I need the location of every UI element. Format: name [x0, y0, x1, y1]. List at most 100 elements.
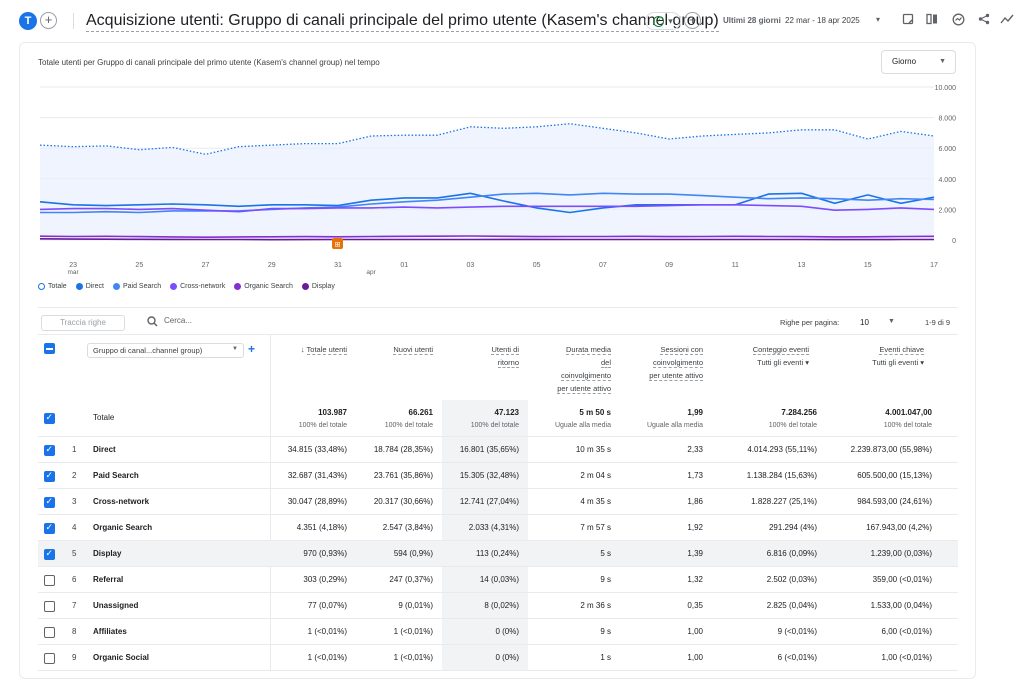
insights-icon[interactable] [951, 13, 965, 27]
user-avatar[interactable]: T [19, 12, 37, 30]
data-quality-status[interactable]: ✓ ▾ [645, 12, 681, 30]
legend-item[interactable]: Totale [38, 283, 67, 290]
cell-key: 167.943,00 (4,2%) [866, 523, 932, 532]
dimension-select[interactable]: Gruppo di canal...channel group) ▼ [87, 343, 244, 358]
row-channel-name: Referral [93, 575, 124, 584]
annotation-badge: ⊞ [335, 242, 341, 249]
row-checkbox[interactable] [44, 653, 55, 664]
x-tick-label: 01 [400, 262, 408, 269]
header-returning-users[interactable]: Utenti di ritorno [491, 343, 519, 369]
total-returning: 47.123 [494, 408, 519, 417]
divider [38, 307, 958, 308]
cell-nu: 9 (0,01%) [398, 601, 433, 610]
cell-ses: 1,92 [687, 523, 703, 532]
header-avg-engagement[interactable]: Durata media del coinvolgimento per uten… [557, 343, 611, 395]
series-line-paid-search [40, 192, 935, 214]
chart-title: Totale utenti per Gruppo di canali princ… [38, 58, 380, 67]
row-index: 1 [72, 445, 77, 454]
y-tick-label: 8.000 [938, 116, 956, 123]
table-row[interactable]: 7 Unassigned 77 (0,07%) 9 (0,01%) 8 (0,02%) 2… [38, 592, 958, 618]
x-tick-label: 13 [798, 262, 806, 269]
legend-dot-icon [234, 283, 242, 290]
table-row[interactable]: 5 Display 970 (0,93%) 594 (0,9%) 113 (0,24%)… [38, 540, 958, 566]
cell-ret: 15.305 (32,48%) [459, 471, 519, 480]
row-checkbox[interactable] [44, 601, 55, 612]
header-total-users[interactable]: ↓ Totale utenti [300, 345, 347, 355]
report-header: T + Acquisizione utenti: Gruppo di canal… [0, 0, 1024, 42]
row-checkbox[interactable] [44, 575, 55, 586]
row-index: 6 [72, 575, 77, 584]
total-subtext: 100% del totale [384, 422, 433, 429]
page-title[interactable]: Acquisizione utenti: Gruppo di canali pr… [86, 11, 719, 32]
header-new-users[interactable]: Nuovi utenti [393, 343, 433, 356]
chevron-down-icon[interactable]: ▾ [805, 358, 809, 367]
share-icon[interactable] [977, 13, 991, 27]
search-icon [147, 316, 158, 330]
track-rows-button[interactable]: Traccia righe [41, 315, 125, 331]
header-engaged-sessions[interactable]: Sessioni con coinvolgimento per utente a… [649, 343, 703, 382]
totals-checkbox[interactable] [44, 412, 55, 424]
header-label-line: Utenti di [491, 345, 519, 355]
legend-item[interactable]: Paid Search [112, 283, 161, 290]
table-row[interactable]: 6 Referral 303 (0,29%) 247 (0,37%) 14 (0,03%… [38, 566, 958, 592]
cell-key: 605.500,00 (15,13%) [857, 471, 932, 480]
legend-item[interactable]: Cross-network [170, 283, 225, 290]
header-key-events[interactable]: Eventi chiave Tutti gli eventi ▾ [872, 343, 924, 369]
header-label-line: del [600, 358, 611, 368]
granularity-select[interactable]: Giorno ▼ [881, 50, 956, 74]
table-row[interactable]: 2 Paid Search 32.687 (31,43%) 23.761 (35,86… [38, 462, 958, 488]
trend-icon[interactable] [1000, 13, 1014, 27]
cell-nu: 2.547 (3,84%) [382, 523, 433, 532]
row-checkbox[interactable] [44, 496, 55, 508]
compare-icon[interactable] [925, 13, 939, 27]
row-checkbox[interactable] [44, 548, 55, 560]
divider [38, 334, 958, 335]
total-key-events: 4.001.047,00 [885, 408, 932, 417]
add-comparison-button[interactable]: + [40, 12, 57, 29]
legend-label: Totale [48, 283, 67, 290]
annotation-marker[interactable]: ⊞ [332, 238, 343, 249]
chevron-down-icon[interactable]: ▾ [920, 358, 924, 367]
cell-ret: 16.801 (35,65%) [459, 445, 519, 454]
row-channel-name: Unassigned [93, 601, 139, 610]
pagination-status: 1-9 di 9 [925, 318, 951, 327]
header-filter-label[interactable]: Tutti gli eventi [757, 358, 804, 367]
cell-eng: 5 s [600, 549, 611, 558]
date-range-label[interactable]: Ultimi 28 giorni [723, 16, 781, 25]
cell-ret: 8 (0,02%) [484, 601, 519, 610]
header-event-count[interactable]: Conteggio eventi Tutti gli eventi ▾ [752, 343, 809, 369]
total-sessions: 1,99 [687, 408, 703, 417]
rows-per-page-select[interactable]: 10 [860, 318, 869, 327]
date-range-dropdown-icon[interactable]: ▾ [876, 15, 881, 24]
row-channel-name: Display [93, 549, 122, 558]
legend-item[interactable]: Organic Search [234, 283, 293, 290]
row-checkbox[interactable] [44, 470, 55, 482]
search-input[interactable]: Cerca... [164, 316, 193, 325]
header-label-line: per utente attivo [649, 371, 703, 381]
highlighted-column [442, 400, 528, 670]
add-dimension-button[interactable]: + [248, 342, 256, 356]
table-row[interactable]: 8 Affiliates 1 (<0,01%) 1 (<0,01%) 0 (0%) 9 s… [38, 618, 958, 644]
table-row[interactable]: 9 Organic Social 1 (<0,01%) 1 (<0,01%) 0 (0%… [38, 644, 958, 670]
edit-report-icon[interactable] [901, 13, 915, 27]
x-tick-label: 29 [268, 262, 276, 269]
x-tick-label: 23 [69, 262, 77, 269]
table-row[interactable]: 4 Organic Search 4.351 (4,18%) 2.547 (3,84%… [38, 514, 958, 540]
total-new-users: 66.261 [408, 408, 433, 417]
cell-nu: 594 (0,9%) [393, 549, 433, 558]
chevron-down-icon[interactable]: ▼ [888, 318, 895, 325]
header-filter-label[interactable]: Tutti gli eventi [872, 358, 919, 367]
row-checkbox[interactable] [44, 444, 55, 456]
add-filter-button[interactable]: + [684, 12, 701, 29]
table-row[interactable]: 1 Direct 34.815 (33,48%) 18.784 (28,35%) 16.… [38, 436, 958, 462]
cell-eng: 9 s [600, 575, 611, 584]
row-checkbox[interactable] [44, 627, 55, 638]
legend-item[interactable]: Display [301, 283, 335, 290]
legend-item[interactable]: Direct [75, 283, 104, 290]
select-all-checkbox[interactable] [44, 343, 55, 354]
date-range-value[interactable]: 22 mar - 18 apr 2025 [785, 16, 860, 25]
row-checkbox[interactable] [44, 522, 55, 534]
table-row[interactable]: 3 Cross-network 30.047 (28,89%) 20.317 (30,… [38, 488, 958, 514]
legend-dot-icon [75, 283, 83, 290]
row-index: 4 [72, 523, 77, 532]
